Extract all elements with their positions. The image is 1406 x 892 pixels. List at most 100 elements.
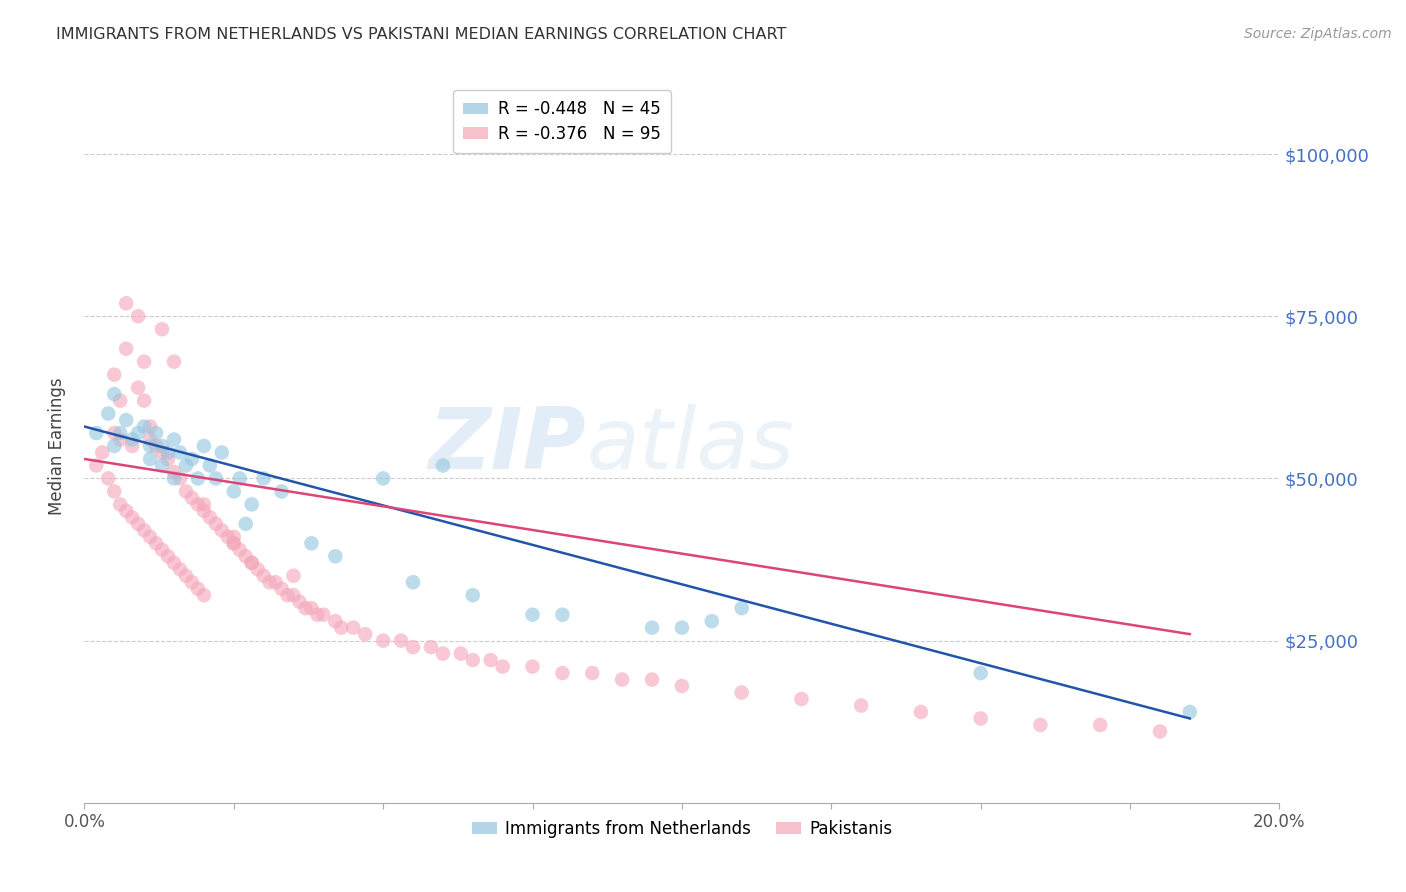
Point (97, 471, 120, 485)
Point (731, 601, 754, 615)
Point (228, 542, 252, 557)
Point (127, 516, 149, 531)
Point (139, 419, 162, 434)
Point (150, 458, 173, 473)
Point (139, 530, 162, 544)
Point (307, 607, 329, 622)
Point (169, 471, 191, 485)
Text: ZIP: ZIP (429, 404, 586, 488)
Point (132, 354, 156, 368)
Point (157, 452, 180, 467)
Point (970, 711, 993, 725)
Point (492, 659, 515, 673)
Text: atlas: atlas (586, 404, 794, 488)
Point (150, 322, 173, 336)
Point (222, 536, 245, 550)
Point (145, 536, 167, 550)
Point (450, 647, 472, 661)
Point (110, 425, 132, 440)
Point (246, 562, 269, 576)
Point (103, 368, 125, 382)
Point (461, 588, 484, 602)
Point (1029, 718, 1052, 732)
Point (139, 433, 162, 447)
Point (121, 439, 143, 453)
Point (551, 666, 574, 681)
Point (103, 439, 125, 453)
Point (264, 575, 287, 590)
Point (301, 601, 323, 615)
Point (187, 582, 209, 596)
Point (325, 614, 347, 628)
Point (132, 524, 156, 538)
Point (325, 549, 347, 564)
Point (240, 497, 263, 511)
Point (432, 647, 454, 661)
Point (91, 445, 114, 459)
Point (169, 445, 191, 459)
Point (110, 433, 132, 447)
Point (174, 568, 197, 582)
Point (103, 484, 125, 499)
Point (86, 458, 108, 473)
Point (277, 588, 299, 602)
Point (163, 465, 186, 479)
Text: Source: ZipAtlas.com: Source: ZipAtlas.com (1244, 27, 1392, 41)
Point (581, 666, 603, 681)
Point (222, 536, 245, 550)
Point (522, 607, 544, 622)
Point (163, 556, 186, 570)
Point (110, 497, 132, 511)
Point (522, 659, 544, 673)
Point (641, 673, 664, 687)
Legend: Immigrants from Netherlands, Pakistanis: Immigrants from Netherlands, Pakistanis (465, 814, 898, 845)
Point (211, 445, 233, 459)
Point (790, 692, 813, 706)
Point (402, 575, 425, 590)
Point (86, 425, 108, 440)
Point (240, 556, 263, 570)
Point (187, 471, 209, 485)
Point (970, 666, 993, 681)
Point (115, 504, 138, 518)
Point (110, 393, 132, 408)
Point (181, 575, 204, 590)
Point (641, 621, 664, 635)
Point (461, 653, 484, 667)
Point (193, 497, 215, 511)
Point (174, 484, 197, 499)
Point (259, 575, 281, 590)
Point (205, 516, 228, 531)
Point (301, 536, 323, 550)
Point (851, 698, 873, 713)
Point (270, 582, 292, 596)
Point (115, 296, 138, 310)
Point (127, 425, 149, 440)
Point (551, 607, 574, 622)
Point (97, 407, 120, 421)
Point (169, 562, 191, 576)
Point (187, 497, 209, 511)
Point (671, 621, 693, 635)
Point (132, 419, 156, 434)
Point (910, 705, 932, 719)
Point (253, 471, 276, 485)
Point (181, 491, 204, 505)
Point (402, 640, 425, 654)
Point (671, 679, 693, 693)
Point (145, 425, 167, 440)
Point (115, 413, 138, 427)
Point (150, 542, 173, 557)
Point (127, 381, 149, 395)
Point (157, 549, 180, 564)
Point (342, 621, 364, 635)
Point (312, 607, 335, 622)
Point (283, 568, 305, 582)
Point (163, 354, 186, 368)
Point (294, 601, 316, 615)
Point (330, 621, 353, 635)
Point (163, 433, 186, 447)
Point (612, 673, 634, 687)
Point (228, 471, 252, 485)
Point (253, 568, 276, 582)
